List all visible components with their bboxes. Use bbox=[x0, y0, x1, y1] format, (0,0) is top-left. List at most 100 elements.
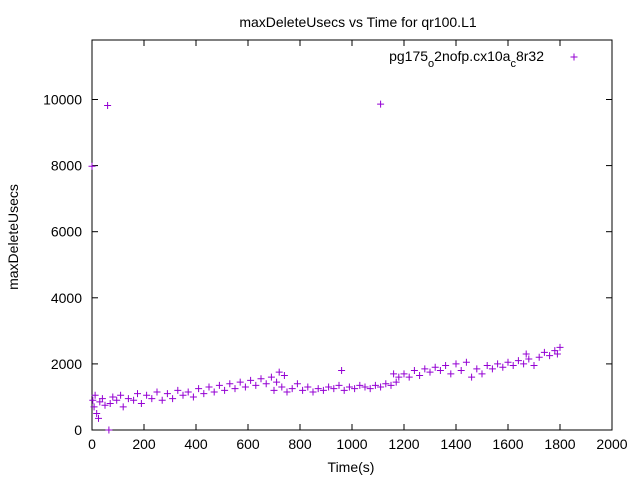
legend-series-label: pg175o2nofp.cx10ac8r32 bbox=[389, 48, 544, 70]
data-point bbox=[447, 370, 455, 378]
data-point bbox=[247, 376, 255, 384]
data-point bbox=[130, 396, 138, 404]
data-point bbox=[395, 373, 403, 381]
data-point bbox=[299, 386, 307, 394]
data-point bbox=[514, 357, 522, 365]
data-point bbox=[95, 414, 102, 422]
data-point bbox=[169, 395, 177, 403]
x-tick-label: 400 bbox=[184, 436, 208, 452]
data-point bbox=[478, 370, 486, 378]
data-point bbox=[525, 355, 533, 363]
data-point bbox=[356, 381, 364, 389]
data-point bbox=[377, 100, 385, 108]
data-point bbox=[163, 390, 171, 398]
y-tick-label: 4000 bbox=[51, 290, 82, 306]
x-tick-label: 800 bbox=[288, 436, 312, 452]
data-point bbox=[377, 383, 385, 391]
axis-ticks: 0 200 400 600 800 1000 1200 1400 1600 1800 2000 0 20… bbox=[43, 40, 628, 452]
data-point bbox=[113, 396, 121, 404]
data-point bbox=[535, 353, 543, 361]
data-points bbox=[88, 100, 564, 434]
data-point bbox=[431, 363, 439, 371]
data-point bbox=[522, 350, 530, 358]
data-point bbox=[93, 409, 101, 417]
x-tick-label: 1200 bbox=[388, 436, 419, 452]
data-point bbox=[275, 368, 283, 376]
data-point bbox=[452, 360, 460, 368]
data-point bbox=[262, 380, 270, 388]
data-point bbox=[553, 350, 561, 358]
data-point bbox=[488, 365, 496, 373]
data-point bbox=[221, 386, 229, 394]
data-point bbox=[390, 370, 398, 378]
legend: pg175o2nofp.cx10ac8r32 bbox=[389, 48, 578, 70]
data-point bbox=[330, 385, 338, 393]
data-point bbox=[119, 403, 127, 411]
plot-frame bbox=[91, 39, 613, 431]
x-tick-label: 600 bbox=[236, 436, 260, 452]
data-point bbox=[504, 358, 512, 366]
data-point bbox=[205, 383, 213, 391]
data-point bbox=[426, 368, 434, 376]
x-axis-label: Time(s) bbox=[328, 459, 375, 475]
legend-marker bbox=[570, 53, 578, 61]
data-point bbox=[483, 362, 491, 370]
data-point bbox=[88, 162, 96, 170]
y-tick-label: 6000 bbox=[51, 224, 82, 240]
data-point bbox=[101, 401, 109, 409]
data-point bbox=[278, 383, 286, 391]
data-point bbox=[462, 358, 470, 366]
data-point bbox=[288, 385, 296, 393]
data-point bbox=[280, 371, 288, 379]
data-point bbox=[309, 388, 317, 396]
data-point bbox=[405, 373, 413, 381]
data-point bbox=[400, 370, 408, 378]
data-point bbox=[325, 383, 333, 391]
data-point bbox=[436, 367, 444, 375]
y-axis-label: maxDeleteUsecs bbox=[5, 184, 21, 290]
data-point bbox=[335, 381, 343, 389]
x-tick-label: 2000 bbox=[596, 436, 627, 452]
data-point bbox=[392, 378, 400, 386]
data-point bbox=[314, 385, 322, 393]
data-point bbox=[387, 381, 395, 389]
data-point bbox=[494, 360, 502, 368]
data-point bbox=[184, 388, 192, 396]
x-tick-label: 1400 bbox=[440, 436, 471, 452]
data-point bbox=[340, 386, 348, 394]
data-point bbox=[267, 373, 275, 381]
data-point bbox=[117, 391, 125, 399]
data-point bbox=[189, 393, 197, 401]
data-point bbox=[134, 390, 141, 398]
data-point bbox=[293, 380, 301, 388]
data-point bbox=[366, 385, 374, 393]
data-point bbox=[236, 378, 244, 386]
x-tick-label: 1000 bbox=[336, 436, 367, 452]
data-point bbox=[410, 367, 418, 375]
data-point bbox=[304, 383, 312, 391]
data-point bbox=[338, 367, 346, 375]
data-point bbox=[468, 373, 476, 381]
data-point bbox=[416, 371, 424, 379]
data-point bbox=[105, 426, 113, 434]
data-point bbox=[231, 385, 239, 393]
data-point bbox=[257, 375, 265, 383]
data-point bbox=[158, 396, 166, 404]
data-point bbox=[241, 383, 249, 391]
data-point bbox=[540, 348, 548, 356]
data-point bbox=[351, 385, 359, 393]
y-tick-label: 10000 bbox=[43, 91, 82, 107]
data-point bbox=[319, 386, 327, 394]
data-point bbox=[283, 388, 291, 396]
data-point bbox=[273, 378, 281, 386]
data-point bbox=[143, 391, 151, 399]
data-point bbox=[215, 381, 223, 389]
data-point bbox=[457, 367, 465, 375]
data-point bbox=[91, 391, 99, 399]
data-point bbox=[104, 101, 112, 109]
data-point bbox=[546, 352, 554, 360]
data-point bbox=[421, 365, 429, 373]
data-point bbox=[520, 360, 528, 368]
data-point bbox=[210, 388, 218, 396]
